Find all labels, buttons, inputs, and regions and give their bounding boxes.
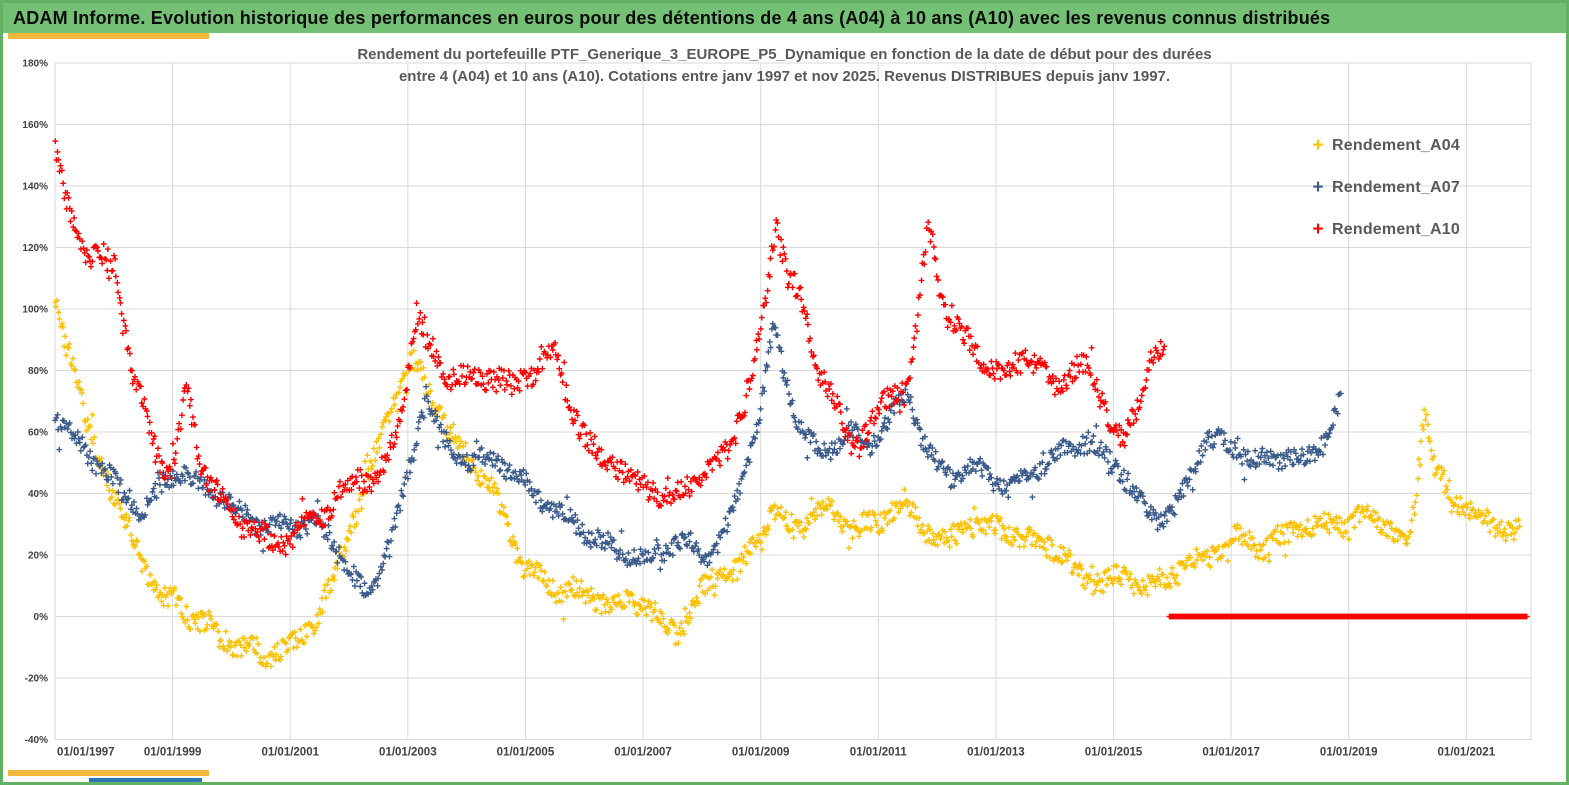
- chart-title-line2: entre 4 (A04) et 10 ans (A10). Cotations…: [398, 68, 1171, 85]
- x-tick-label: 01/01/2007: [614, 747, 672, 759]
- x-tick-label: 01/01/1999: [144, 747, 202, 759]
- y-tick-label: 140%: [22, 182, 48, 193]
- x-axis-tick-labels: 01/01/1997 01/01/1999 01/01/2001 01/01/2003…: [57, 747, 1496, 759]
- legend-label: Rendement_A10: [1332, 221, 1460, 238]
- series-rendement_a10[interactable]: [52, 138, 1530, 620]
- x-tick-label: 01/01/2001: [261, 747, 319, 759]
- y-tick-label: 80%: [28, 366, 48, 377]
- chart-title-line1: Rendement du portefeuille PTF_Generique_…: [357, 46, 1212, 63]
- legend-item-rendement-a10[interactable]: + Rendement_A10: [1309, 219, 1460, 241]
- plus-marker-icon: +: [1312, 177, 1324, 198]
- y-tick-label: 100%: [22, 305, 48, 316]
- y-tick-label: 40%: [28, 489, 48, 500]
- blue-strip-bottom: [89, 778, 202, 782]
- x-tick-label: 01/01/2015: [1085, 747, 1143, 759]
- header-title: ADAM Informe. Evolution historique des p…: [13, 7, 1331, 28]
- y-tick-label: 120%: [22, 243, 48, 254]
- legend-item-rendement-a07[interactable]: + Rendement_A07: [1309, 177, 1460, 199]
- x-tick-label: 01/01/2005: [497, 747, 555, 759]
- x-tick-label: 01/01/2009: [732, 747, 790, 759]
- plus-marker-icon: +: [1312, 135, 1324, 156]
- x-tick-label: 01/01/2011: [850, 747, 908, 759]
- legend-label: Rendement_A07: [1332, 179, 1460, 196]
- x-tick-label: 01/01/2019: [1320, 747, 1378, 759]
- y-tick-label: -20%: [25, 674, 48, 685]
- y-axis-tick-labels: 180% 160% 140% 120% 100% 80% 60% 40% 20% 0% -20% -4…: [22, 59, 48, 747]
- gold-accent-bottom: [8, 770, 209, 776]
- x-tick-label: 01/01/2021: [1438, 747, 1496, 759]
- x-tick-label: 01/01/1997: [57, 747, 115, 759]
- x-tick-label: 01/01/2003: [379, 747, 437, 759]
- series-rendement_a07[interactable]: [52, 320, 1344, 599]
- header-bar: ADAM Informe. Evolution historique des p…: [3, 3, 1566, 33]
- y-tick-label: 180%: [22, 59, 48, 70]
- y-tick-label: 160%: [22, 120, 48, 131]
- y-tick-label: -40%: [25, 735, 48, 746]
- y-tick-label: 0%: [34, 612, 49, 623]
- x-tick-label: 01/01/2013: [967, 747, 1025, 759]
- y-tick-label: 20%: [28, 551, 48, 562]
- gold-accent-top: [8, 33, 209, 39]
- plus-marker-icon: +: [1312, 219, 1324, 240]
- y-tick-label: 60%: [28, 428, 48, 439]
- legend-label: Rendement_A04: [1332, 137, 1460, 154]
- legend: + Rendement_A04 + Rendement_A07 + Rendem…: [1309, 135, 1460, 261]
- series-rendement_a04[interactable]: [52, 297, 1523, 670]
- chart-title: Rendement du portefeuille PTF_Generique_…: [3, 44, 1566, 88]
- x-tick-label: 01/01/2017: [1202, 747, 1260, 759]
- chart-canvas: 180% 160% 140% 120% 100% 80% 60% 40% 20% 0% -20% -4…: [22, 59, 1532, 759]
- legend-item-rendement-a04[interactable]: + Rendement_A04: [1309, 135, 1460, 157]
